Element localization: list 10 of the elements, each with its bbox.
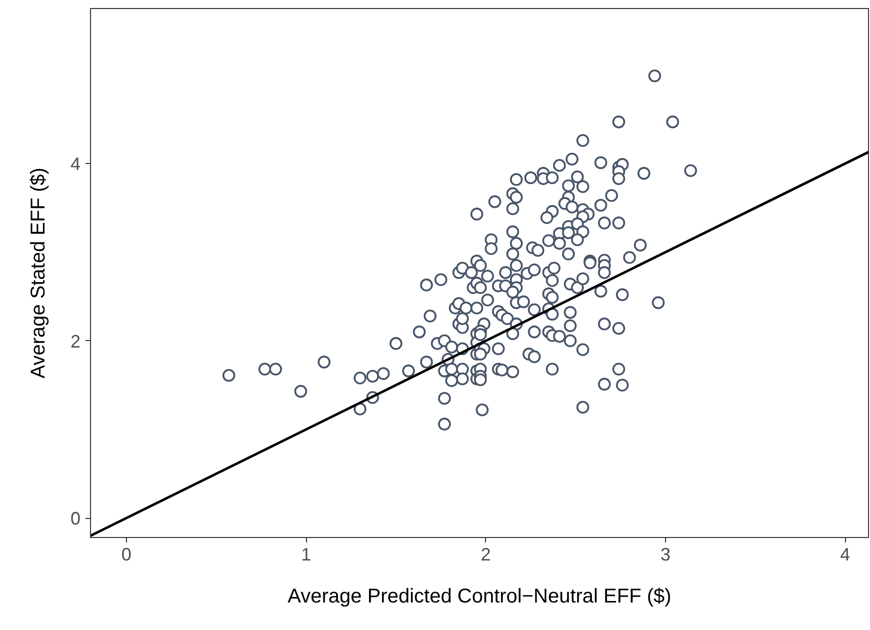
x-tick-label: 0: [121, 544, 132, 564]
y-axis-title: Average Stated EFF ($): [27, 168, 50, 378]
x-axis-title: Average Predicted Control−Neutral EFF ($): [288, 586, 672, 608]
x-tick-label: 3: [660, 544, 670, 564]
y-tick-label: 4: [70, 154, 81, 174]
x-tick-label: 4: [840, 544, 850, 564]
x-tick-label: 1: [301, 544, 312, 564]
x-tick-label: 2: [480, 544, 491, 564]
y-tick-label: 2: [70, 331, 81, 352]
y-tick-label: 0: [70, 508, 81, 529]
